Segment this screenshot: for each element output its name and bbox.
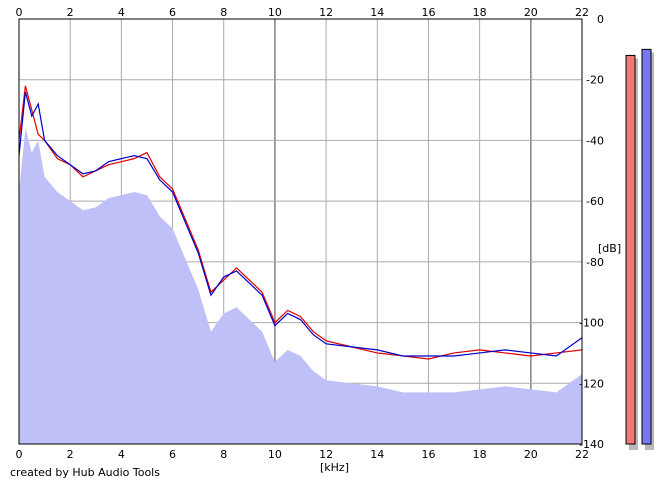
- x-tick-label-top: 18: [473, 6, 487, 19]
- grid: [19, 19, 582, 444]
- x-tick-label-top: 2: [67, 6, 74, 19]
- x-tick-label-bottom: 10: [268, 448, 282, 461]
- x-tick-label-top: 8: [220, 6, 227, 19]
- x-tick-label-top: 22: [575, 6, 589, 19]
- x-axis-unit: [kHz]: [320, 461, 349, 474]
- x-tick-label-top: 12: [319, 6, 333, 19]
- spectrum-area: [19, 128, 582, 445]
- spectrum-lines: [18, 85, 583, 360]
- x-tick-label-bottom: 0: [16, 448, 23, 461]
- y-tick-label: -100: [579, 317, 604, 330]
- y-tick-label: -60: [586, 195, 604, 208]
- y-tick-label: -80: [586, 256, 604, 269]
- x-tick-label-bottom: 18: [473, 448, 487, 461]
- x-axis-bottom: 0 2 4 6 8 10 12 14 16 18 20 22: [16, 448, 590, 461]
- x-tick-label-top: 4: [118, 6, 125, 19]
- y-tick-label: -120: [579, 377, 604, 390]
- plot-frame: [18, 18, 583, 445]
- x-tick-label-top: 6: [169, 6, 176, 19]
- x-tick-label-bottom: 16: [421, 448, 435, 461]
- y-tick-label: 0: [597, 13, 604, 26]
- y-axis-right: 0 -20 -40 -60 -80 -100 -120 -140: [579, 13, 604, 451]
- x-tick-label-top: 10: [268, 6, 282, 19]
- level-meter-2: [641, 48, 652, 445]
- x-tick-label-bottom: 14: [370, 448, 384, 461]
- x-tick-label-bottom: 8: [220, 448, 227, 461]
- x-tick-label-top: 0: [16, 6, 23, 19]
- y-axis-unit: [dB]: [598, 242, 621, 255]
- x-tick-label-top: 14: [370, 6, 384, 19]
- credit-text: created by Hub Audio Tools: [10, 466, 160, 479]
- level-meter-1: [625, 54, 636, 445]
- x-tick-label-top: 20: [524, 6, 538, 19]
- x-tick-label-bottom: 12: [319, 448, 333, 461]
- x-tick-label-top: 16: [421, 6, 435, 19]
- x-axis-top: 0 2 4 6 8 10 12 14 16 18 20 22: [16, 6, 590, 19]
- y-tick-label: -40: [586, 134, 604, 147]
- x-tick-label-bottom: 22: [575, 448, 589, 461]
- x-tick-label-bottom: 6: [169, 448, 176, 461]
- x-tick-label-bottom: 2: [67, 448, 74, 461]
- y-tick-label: -140: [579, 438, 604, 451]
- spectrum-line-2: [18, 91, 583, 357]
- x-tick-label-bottom: 20: [524, 448, 538, 461]
- y-tick-label: -20: [586, 74, 604, 87]
- x-tick-label-bottom: 4: [118, 448, 125, 461]
- level-meters: [625, 48, 654, 451]
